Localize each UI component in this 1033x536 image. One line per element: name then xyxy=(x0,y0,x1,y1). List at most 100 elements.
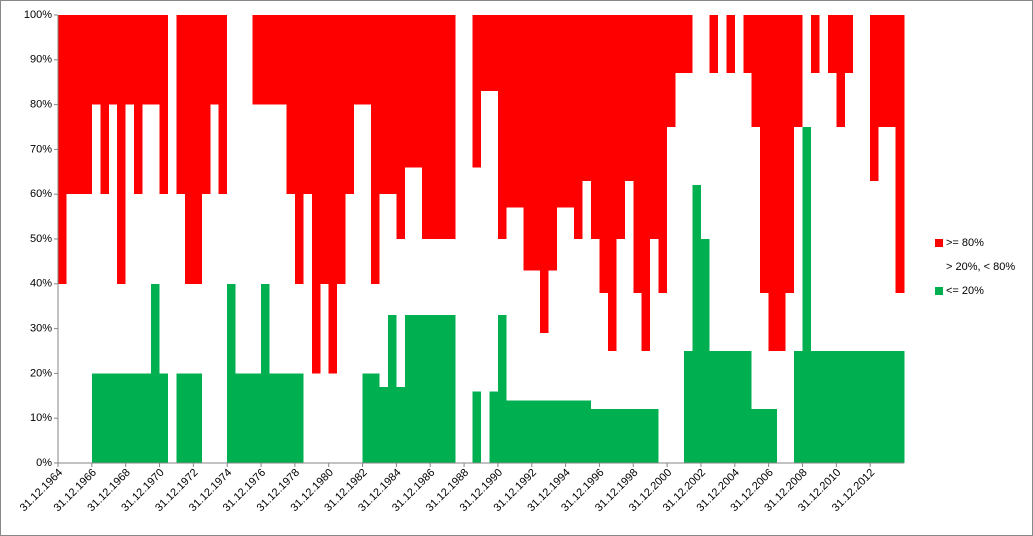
area-segment xyxy=(430,315,439,463)
area-segment xyxy=(311,15,321,374)
area-segment xyxy=(303,194,313,463)
area-segment xyxy=(371,283,380,374)
area-segment xyxy=(286,373,296,463)
area-segment xyxy=(658,15,668,293)
area-segment xyxy=(252,373,262,463)
area-segment xyxy=(810,73,820,352)
y-tick-label: 20% xyxy=(30,367,52,379)
area-segment xyxy=(726,351,736,463)
area-segment xyxy=(218,194,228,463)
area-segment xyxy=(827,15,837,74)
area-segment xyxy=(895,292,905,351)
area-segment xyxy=(599,15,609,293)
area-segment xyxy=(870,351,879,463)
area-segment xyxy=(151,104,160,284)
area-segment xyxy=(151,283,160,463)
area-segment xyxy=(743,15,753,74)
area-segment xyxy=(624,409,634,463)
area-segment xyxy=(514,400,524,463)
area-segment xyxy=(531,400,541,463)
area-segment xyxy=(548,270,558,401)
area-segment xyxy=(328,15,338,374)
area-segment xyxy=(768,351,778,410)
area-segment xyxy=(590,409,600,463)
area-segment xyxy=(430,15,439,239)
area-segment xyxy=(514,15,524,208)
area-segment xyxy=(184,15,194,284)
area-segment xyxy=(650,409,659,463)
area-segment xyxy=(91,373,101,463)
area-segment xyxy=(844,351,854,463)
area-segment xyxy=(396,239,406,387)
area-segment xyxy=(548,15,558,271)
area-segment xyxy=(438,315,448,463)
area-segment xyxy=(887,15,896,127)
area-segment xyxy=(667,15,676,127)
y-tick-label: 100% xyxy=(24,9,52,21)
area-segment xyxy=(210,15,220,105)
area-segment xyxy=(819,15,829,351)
area-segment xyxy=(565,400,575,463)
area-segment xyxy=(497,239,507,316)
area-segment xyxy=(870,180,879,351)
area-segment xyxy=(193,373,203,463)
area-segment xyxy=(345,194,355,463)
area-segment xyxy=(74,194,84,463)
area-segment xyxy=(819,351,829,463)
area-segment xyxy=(861,351,871,463)
area-segment xyxy=(447,239,456,316)
area-segment xyxy=(675,73,685,464)
area-segment xyxy=(641,351,651,410)
area-segment xyxy=(684,351,693,463)
area-segment xyxy=(58,15,67,284)
area-segment xyxy=(557,400,566,463)
area-segment xyxy=(523,270,533,401)
area-segment xyxy=(599,292,609,410)
area-segment xyxy=(650,15,659,239)
area-segment xyxy=(658,292,668,463)
area-segment xyxy=(497,315,507,463)
area-segment xyxy=(641,409,651,463)
area-segment xyxy=(844,15,854,74)
area-segment xyxy=(802,15,812,127)
area-segment xyxy=(472,167,482,392)
y-tick-label: 80% xyxy=(30,99,52,111)
area-segment xyxy=(489,391,499,463)
area-segment xyxy=(66,194,76,463)
area-segment xyxy=(337,15,346,284)
area-segment xyxy=(531,270,541,401)
area-segment xyxy=(785,15,795,293)
area-segment xyxy=(472,15,482,168)
legend-label: >= 80% xyxy=(946,237,984,249)
legend-swatch xyxy=(935,287,943,295)
area-segment xyxy=(650,239,659,410)
area-segment xyxy=(624,180,634,410)
area-segment xyxy=(261,283,270,463)
area-segment xyxy=(337,283,346,463)
area-segment xyxy=(176,373,186,463)
area-segment xyxy=(743,351,753,463)
area-segment xyxy=(827,73,837,352)
area-segment xyxy=(684,73,693,352)
area-segment xyxy=(607,351,617,410)
area-segment xyxy=(455,15,465,463)
y-tick-label: 50% xyxy=(30,233,52,245)
area-segment xyxy=(328,373,338,463)
area-segment xyxy=(836,127,846,351)
area-segment xyxy=(125,104,135,374)
area-segment xyxy=(565,15,575,208)
area-segment xyxy=(853,15,862,351)
area-segment xyxy=(100,15,110,195)
area-segment xyxy=(734,15,744,351)
legend-swatch xyxy=(935,239,943,247)
area-segment xyxy=(269,15,279,105)
area-segment xyxy=(404,167,414,316)
area-segment xyxy=(108,15,118,105)
area-segment xyxy=(827,351,837,463)
area-segment xyxy=(91,15,101,105)
area-segment xyxy=(464,15,473,463)
area-segment xyxy=(836,15,846,127)
area-segment xyxy=(878,15,888,127)
legend-swatch xyxy=(935,263,943,271)
area-segment xyxy=(387,15,397,195)
